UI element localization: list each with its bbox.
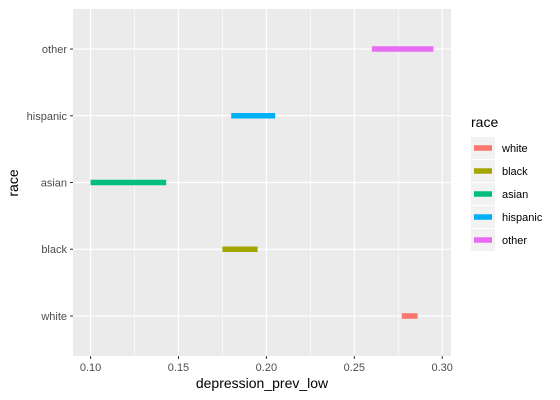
y-axis-title: race [5,169,21,196]
legend: race white black asian hispanic other [471,114,543,251]
y-tick-label: asian [41,178,67,190]
legend-label-white: white [501,143,528,155]
legend-label-asian: asian [502,189,528,201]
y-tick-label: black [41,244,67,256]
x-axis-ticks: 0.10 0.15 0.20 0.25 0.30 [80,356,453,374]
y-axis-ticks: white black asian hispanic other [27,44,73,323]
data-segments [90,46,434,319]
legend-label-other: other [502,235,527,247]
y-tick-label: white [40,311,67,323]
x-tick-label: 0.20 [256,362,277,374]
legend-label-black: black [502,166,528,178]
x-tick-label: 0.25 [344,362,365,374]
legend-label-hispanic: hispanic [502,212,543,224]
y-tick-label: hispanic [27,111,68,123]
major-gridlines [73,9,451,356]
y-tick-label: other [42,44,67,56]
legend-title: race [471,114,498,130]
x-axis-title: depression_prev_low [196,375,329,391]
x-tick-label: 0.15 [168,362,189,374]
x-tick-label: 0.10 [80,362,101,374]
x-tick-label: 0.30 [431,362,452,374]
